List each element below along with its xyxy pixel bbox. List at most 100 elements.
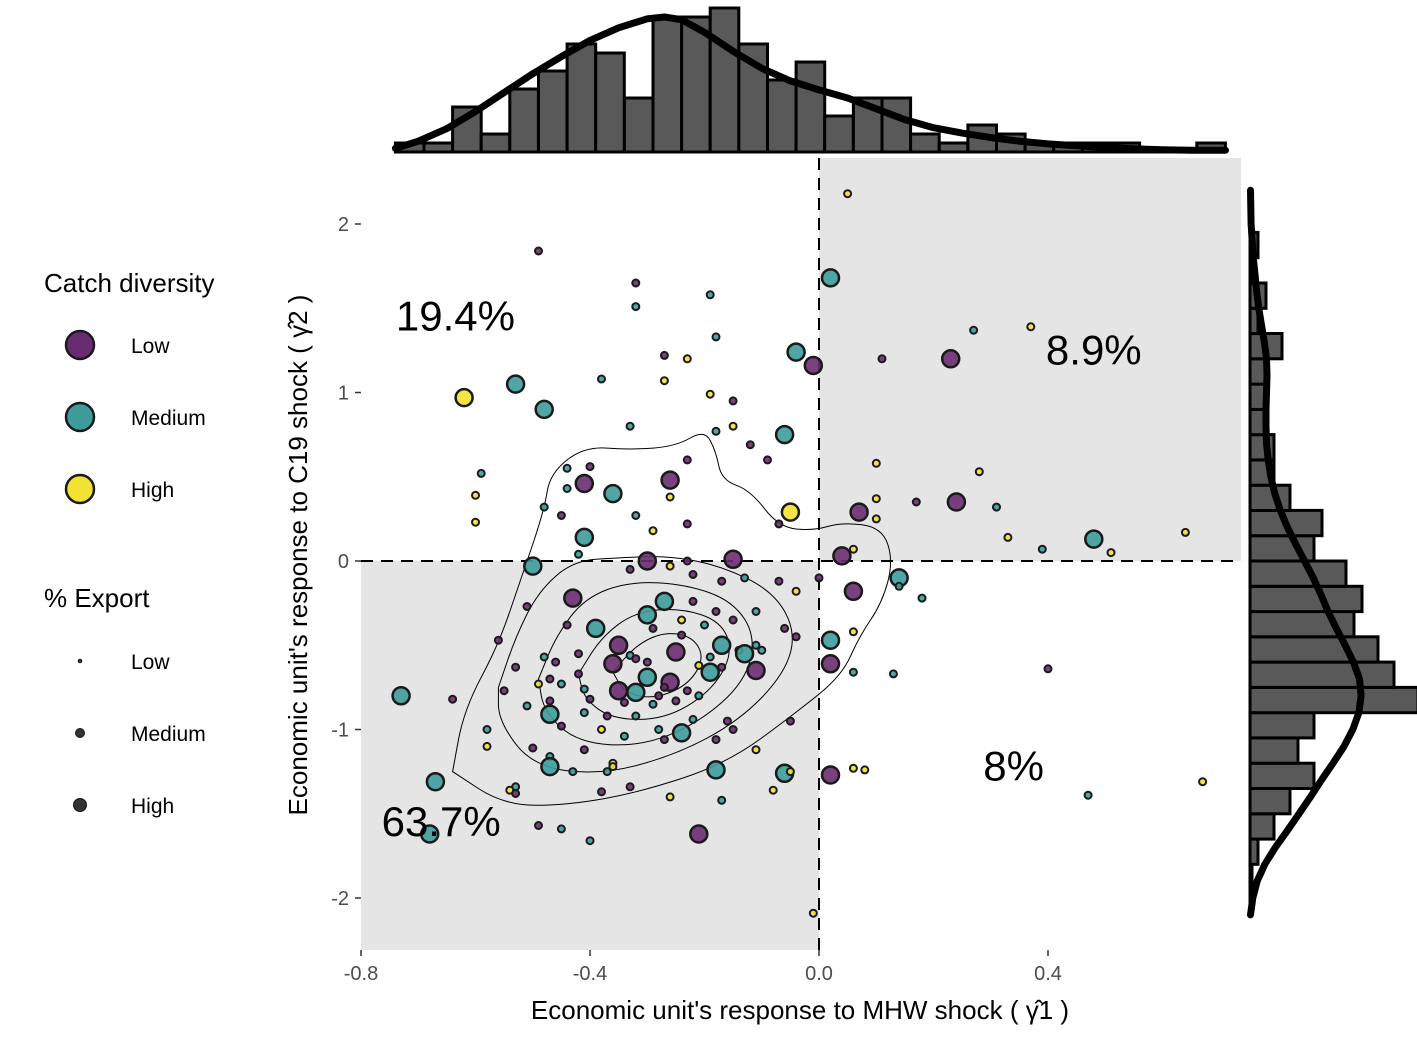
data-point	[843, 581, 864, 602]
y-histogram-bar	[1248, 736, 1300, 765]
data-point	[625, 421, 635, 431]
data-point	[471, 490, 480, 500]
data-point	[705, 652, 715, 662]
data-point	[723, 549, 743, 570]
data-point	[597, 725, 606, 734]
data-point	[659, 735, 669, 745]
color-legend-key	[64, 473, 96, 505]
color-legend-key	[64, 401, 96, 433]
color-legend-label: Medium	[131, 407, 206, 430]
x-tick-label: -0.4	[573, 963, 607, 985]
data-point	[682, 455, 692, 465]
data-point	[711, 426, 721, 436]
data-point	[562, 484, 572, 493]
data-point	[631, 302, 641, 312]
data-point	[631, 511, 641, 520]
data-point	[625, 564, 635, 574]
data-point	[585, 694, 595, 704]
y-histogram-bar	[1248, 711, 1316, 740]
data-point	[688, 596, 698, 606]
data-point	[619, 731, 629, 741]
data-point	[539, 502, 549, 512]
data-point	[648, 699, 658, 709]
x-marginal-histogram	[391, 6, 1229, 154]
data-point	[602, 767, 612, 777]
data-point	[671, 723, 692, 743]
x-histogram-bar	[651, 15, 684, 154]
data-point	[585, 618, 606, 639]
data-point	[562, 463, 572, 473]
x-axis: -0.8 -0.4 0.0 0.4	[344, 950, 1062, 985]
x-histogram-bar	[537, 69, 569, 154]
data-point	[568, 767, 578, 777]
y-tick-label: -1	[331, 720, 349, 742]
data-point	[637, 667, 658, 688]
data-point	[745, 440, 755, 450]
data-point	[476, 468, 486, 478]
data-point	[820, 268, 841, 288]
data-point	[700, 620, 709, 630]
data-point	[556, 721, 566, 731]
y-histogram-bar	[1248, 787, 1292, 816]
data-point	[1026, 322, 1036, 332]
y-axis-title: Economic unit's response to C19 shock ( …	[283, 295, 313, 816]
data-point	[1037, 544, 1047, 554]
data-point	[688, 714, 698, 724]
data-point	[1043, 664, 1053, 674]
reference-lines	[361, 158, 1241, 950]
data-point	[608, 635, 629, 656]
x-tick-label: -0.8	[344, 963, 378, 985]
data-point	[608, 762, 618, 772]
data-point	[579, 745, 589, 755]
y-histogram-bar	[1248, 812, 1276, 841]
quadrant-label-1: 19.4%	[396, 293, 515, 340]
x-density-curve	[391, 13, 1229, 154]
data-point	[545, 674, 555, 684]
legend: Catch diversity Low Medium High % Export L…	[44, 268, 215, 818]
data-point	[608, 680, 629, 701]
data-point	[705, 389, 715, 399]
data-point	[791, 632, 801, 642]
data-point	[711, 735, 721, 745]
data-point	[1106, 548, 1116, 558]
color-legend-label: Low	[131, 335, 170, 358]
data-point	[563, 588, 583, 608]
size-legend-title: % Export	[44, 583, 150, 613]
data-point	[894, 581, 904, 591]
data-point	[660, 470, 680, 490]
data-point	[631, 654, 641, 664]
size-legend-label: Low	[131, 651, 170, 674]
scatter-panel: 19.4% 8.9% 63.7% 8%	[361, 158, 1241, 950]
quadrant-labels: 19.4% 8.9% 63.7% 8%	[382, 293, 1142, 846]
data-point	[728, 725, 738, 734]
y-tick-label: -2	[331, 888, 349, 910]
data-point	[768, 785, 778, 795]
data-point	[860, 765, 870, 775]
data-point	[482, 725, 492, 734]
data-point	[534, 246, 543, 256]
data-point	[871, 494, 881, 504]
data-point	[522, 701, 532, 711]
data-point	[728, 421, 738, 431]
data-point	[528, 743, 538, 753]
data-point	[659, 682, 669, 692]
data-point	[682, 556, 692, 566]
data-point	[574, 527, 595, 548]
y-histogram-bar	[1248, 635, 1380, 664]
data-point	[654, 691, 664, 701]
data-point	[648, 526, 658, 536]
y-histogram-bar	[1248, 685, 1417, 715]
data-point	[585, 836, 595, 846]
data-point	[556, 824, 566, 834]
data-point	[786, 342, 806, 362]
x-histogram-bar	[508, 87, 540, 154]
y-histogram-bar	[1248, 660, 1396, 689]
data-point	[888, 669, 898, 679]
data-point	[871, 514, 881, 524]
y-axis: -2 -1 0 1 2	[331, 214, 361, 910]
data-point	[780, 502, 801, 522]
data-point	[969, 325, 979, 335]
data-point	[1198, 777, 1208, 787]
y-tick-label: 1	[338, 383, 349, 405]
x-histogram-bar	[622, 96, 655, 154]
